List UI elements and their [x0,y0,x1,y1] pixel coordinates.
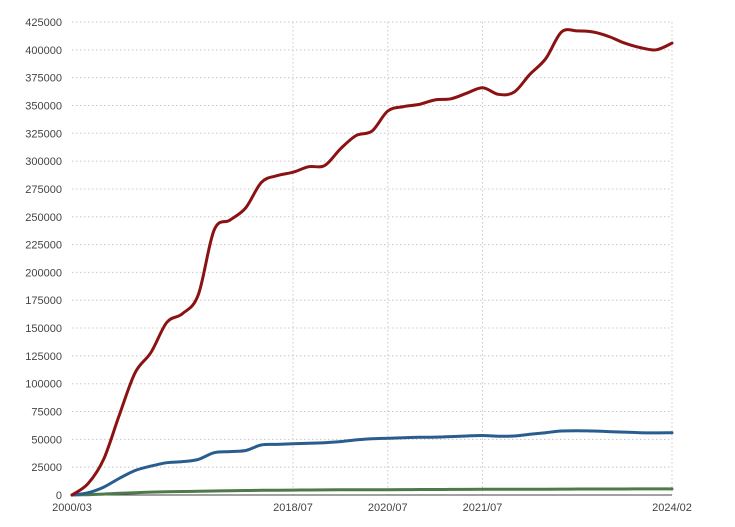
series-line-1 [70,28,674,497]
y-tick-label: 125000 [25,351,62,363]
y-tick-label: 25000 [31,462,62,474]
y-tick-label: 225000 [25,240,62,252]
series-line-2 [70,429,674,497]
y-tick-label: 75000 [31,407,62,419]
series-line-3 [70,487,674,497]
y-tick-label: 100000 [25,379,62,391]
x-tick-label: 2021/07 [463,502,503,514]
y-tick-label: 0 [56,490,62,502]
y-tick-label: 300000 [25,156,62,168]
y-tick-label: 275000 [25,184,62,196]
y-tick-label: 50000 [31,434,62,446]
y-tick-label: 350000 [25,100,62,112]
x-tick-label: 2000/03 [52,502,92,514]
y-tick-label: 375000 [25,73,62,85]
series-group [70,28,674,497]
x-tick-label: 2018/07 [273,502,313,514]
y-tick-label: 150000 [25,323,62,335]
y-tick-label: 250000 [25,212,62,224]
grid [72,21,673,495]
x-tick-label: 2020/07 [368,502,408,514]
x-tick-label: 2024/02 [652,502,692,514]
y-tick-label: 200000 [25,267,62,279]
y-tick-label: 325000 [25,128,62,140]
y-tick-label: 425000 [25,17,62,29]
y-tick-label: 175000 [25,295,62,307]
y-tick-label: 400000 [25,45,62,57]
y-axis: 0 25000 50000 75000 100000 125000 150000 175000… [25,17,62,502]
x-axis: 2000/03 2018/07 2020/07 2021/07 2024/02 [52,494,692,514]
